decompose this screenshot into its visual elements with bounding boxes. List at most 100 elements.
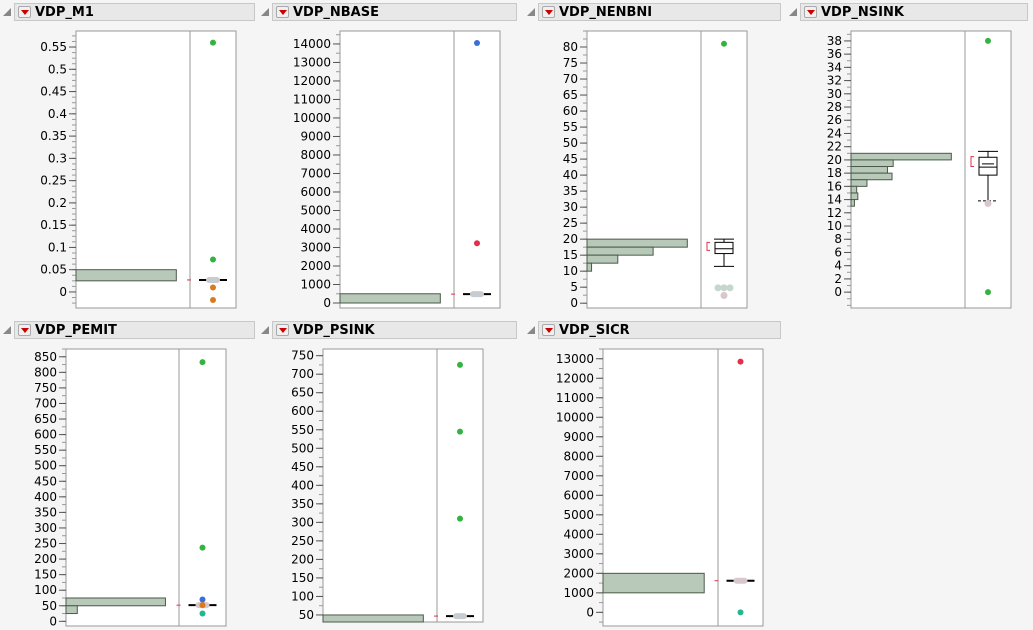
axis-tick-label: 10: [563, 264, 578, 278]
axis-tick-label: 100: [34, 583, 57, 597]
outlier-point: [737, 358, 744, 365]
histogram-bar: [322, 614, 424, 623]
histogram-bar: [850, 192, 859, 201]
outlier-point: [199, 596, 206, 603]
red-triangle-menu-icon[interactable]: [542, 324, 555, 336]
outlier-point: [474, 40, 480, 47]
axis-tick-label: 0.45: [40, 85, 67, 99]
axis-tick-label: 3000: [563, 547, 594, 561]
histogram-bar: [850, 179, 868, 187]
axis-tick-label: 75: [563, 56, 578, 70]
axis-tick-label: 1000: [300, 278, 331, 292]
outlier-point: [210, 284, 216, 291]
red-triangle-menu-icon[interactable]: [804, 6, 817, 18]
disclosure-triangle-icon[interactable]: [527, 326, 535, 334]
disclosure-triangle-icon[interactable]: [3, 8, 11, 16]
disclosure-triangle-icon[interactable]: [527, 8, 535, 16]
histogram-bar: [339, 293, 441, 304]
distribution-plot: 0 5 10 15 20 25 30 35 40 45 50 55 60 65 70 75 80: [563, 30, 748, 310]
axis-tick-label: 24: [827, 126, 842, 140]
axis-tick-label: 750: [291, 349, 314, 363]
axis-tick-label: 0.35: [40, 129, 67, 143]
axis-tick-label: 200: [291, 552, 314, 566]
box-iqr: [714, 241, 734, 255]
outlier-point: [210, 296, 216, 303]
axis-tick-label: 4: [834, 259, 842, 273]
axis-tick-label: 9000: [563, 430, 594, 444]
axis-tick-label: 0: [49, 614, 57, 628]
plot-frame: [339, 30, 501, 309]
axis-tick-label: 26: [827, 113, 842, 127]
outlier-point: [714, 284, 722, 292]
axis-tick-label: 50: [299, 608, 314, 622]
axis-tick-label: 0.4: [48, 107, 67, 121]
axis-tick-label: 0: [586, 605, 594, 619]
axis-tick-label: 0.05: [40, 263, 67, 277]
disclosure-triangle-icon[interactable]: [261, 8, 269, 16]
axis-tick-label: 350: [34, 505, 57, 519]
axis-tick-label: 4000: [300, 222, 331, 236]
disclosure-triangle-icon[interactable]: [3, 326, 11, 334]
report-header: VDP_PSINK: [272, 321, 517, 339]
axis-tick-label: 350: [291, 497, 314, 511]
distribution-plot: 50 100 150 200 250 300 350 400 450 500 550 600 650 70…: [291, 348, 484, 623]
outlier-point: [985, 289, 991, 296]
red-triangle-menu-icon[interactable]: [18, 6, 31, 18]
axis-tick-label: 2000: [563, 566, 594, 580]
red-triangle-menu-icon[interactable]: [542, 6, 555, 18]
axis-tick-label: 4000: [563, 527, 594, 541]
report-title: VDP_NBASE: [293, 5, 379, 20]
outlier-point: [210, 39, 216, 46]
axis-tick-label: 35: [563, 184, 578, 198]
axis-tick-label: 40: [563, 168, 578, 182]
histogram-bar: [850, 152, 952, 161]
axis-tick-label: 750: [34, 381, 57, 395]
axis-tick-label: 6000: [563, 488, 594, 502]
axis-tick-label: 13000: [556, 352, 594, 366]
axis-tick-label: 55: [563, 120, 578, 134]
axis-tick-label: 700: [34, 396, 57, 410]
axis-tick-label: 20: [563, 232, 578, 246]
histogram-bar: [586, 246, 654, 256]
axis-tick-label: 14: [827, 193, 842, 207]
axis-tick-label: 2000: [300, 259, 331, 273]
axis-tick-label: 0.55: [40, 40, 67, 54]
point-cluster: [470, 291, 484, 298]
axis-tick-label: 6: [834, 245, 842, 259]
outlier-point: [985, 37, 991, 44]
report-title: VDP_M1: [35, 5, 94, 20]
axis-tick-label: 8000: [563, 449, 594, 463]
axis-tick-label: 0.1: [48, 240, 67, 254]
axis-tick-label: 10000: [556, 410, 594, 424]
axis-tick-label: 18: [827, 166, 842, 180]
histogram-bar: [850, 159, 894, 168]
outlier-point: [210, 256, 216, 263]
axis-tick-label: 150: [34, 568, 57, 582]
plot-frame: [65, 348, 227, 627]
axis-tick-label: 22: [827, 140, 842, 154]
report-header: VDP_SICR: [538, 321, 781, 339]
axis-tick-label: 0.3: [48, 151, 67, 165]
disclosure-triangle-icon[interactable]: [261, 326, 269, 334]
axis-tick-label: 60: [563, 104, 578, 118]
axis-tick-label: 300: [34, 521, 57, 535]
disclosure-triangle-icon[interactable]: [789, 8, 797, 16]
axis-tick-label: 8: [834, 232, 842, 246]
plot-frame: [75, 30, 237, 309]
distribution-plot: 0 0.05 0.1 0.15 0.2 0.25 0.3 0.35 0.4 0.45 0.5 0.55: [40, 30, 237, 309]
axis-tick-label: 7000: [300, 166, 331, 180]
red-triangle-menu-icon[interactable]: [276, 6, 289, 18]
axis-tick-label: 3000: [300, 240, 331, 254]
report-header: VDP_NENBNI: [538, 3, 781, 21]
report-header: VDP_M1: [14, 3, 255, 21]
red-triangle-menu-icon[interactable]: [18, 324, 31, 336]
axis-tick-label: 12: [827, 206, 842, 220]
axis-tick-label: 7000: [563, 469, 594, 483]
red-triangle-menu-icon[interactable]: [276, 324, 289, 336]
axis-tick-label: 600: [291, 404, 314, 418]
outlier-point: [457, 428, 463, 435]
axis-tick-label: 36: [827, 47, 842, 61]
